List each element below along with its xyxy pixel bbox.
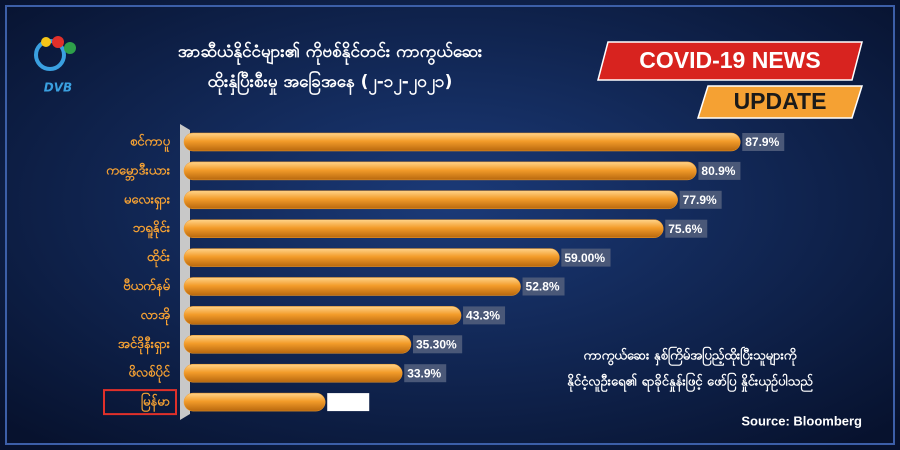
chart-title: အာဆီယံနိုင်ငံများ၏ ကိုဗစ်နိုင်တင်း ကာကွယ… <box>178 40 483 66</box>
logo: DVB <box>34 36 76 95</box>
value-label-box <box>412 335 463 354</box>
value-label: 75.6% <box>668 222 702 236</box>
y-tick-label: အင်ဒိုနီးရှား <box>118 335 171 355</box>
bar <box>183 277 521 296</box>
bar <box>183 363 403 383</box>
value-label: 59.00% <box>564 251 605 265</box>
bar <box>183 190 678 210</box>
y-tick-label: ဗီယက်နမ် <box>123 277 170 297</box>
value-label-box <box>679 190 722 209</box>
y-tick-label: မလေးရှား <box>124 192 171 210</box>
logo-text: DVB <box>44 81 72 95</box>
y-tick-label: စင်ကာပူ <box>130 133 171 153</box>
value-label-box <box>404 364 447 383</box>
y-tick-label: လာအို <box>141 306 171 326</box>
bar <box>183 392 326 412</box>
note-line: ကာကွယ်ဆေး နှစ်ကြိမ်အပြည့်ထိုးပြီးသူများက… <box>584 346 797 367</box>
bar <box>183 219 664 238</box>
value-label: 35.30% <box>416 337 457 351</box>
y-tick-label: ကမ္ဘောဒီးယား <box>106 161 171 181</box>
value-label-box <box>665 219 708 238</box>
value-label-box <box>463 306 506 325</box>
y-tick-label: ဘရူနိုင်း <box>133 219 171 239</box>
bar <box>183 335 412 354</box>
value-label: 43.3% <box>466 309 500 323</box>
value-label-box <box>698 161 741 180</box>
badge-subtitle: UPDATE <box>734 88 827 114</box>
y-tick-label: မြန်မာ <box>141 392 171 413</box>
source: Source: Bloomberg <box>741 413 862 428</box>
value-label: 87.9% <box>745 135 779 149</box>
bar <box>183 306 462 325</box>
badge-red <box>597 41 863 81</box>
value-label: 52.8% <box>526 280 560 294</box>
value-label: 33.9% <box>407 366 441 380</box>
badge-orange <box>696 85 864 119</box>
bar <box>183 132 741 152</box>
badge-title: COVID-19 NEWS <box>639 47 820 73</box>
value-label-box <box>561 248 611 267</box>
value-label: 80.9% <box>701 164 735 178</box>
value-label-box <box>742 133 785 151</box>
chart-subtitle: ထိုးနှံပြီးစီးမှု အခြေအနေ (၂-၁၂-၂၀၂၁) <box>208 69 453 96</box>
value-label-box <box>327 393 370 412</box>
highlight-box <box>103 389 177 416</box>
value-label-box <box>522 277 565 296</box>
bars: စင်ကာပူ 87.9% ကမ္ဘောဒီးယား 80.9% မလေးရှား 77.… <box>103 132 785 416</box>
value-label: 21.6% <box>330 395 364 409</box>
bar <box>183 248 560 267</box>
note-line: နိုင်ငံ့လူဦးရေ၏ ရာခိုင်နှုန်းဖြင့် ဖော်ပ… <box>567 372 813 393</box>
frame <box>5 5 895 445</box>
bar <box>183 161 697 181</box>
y-tick-label: ဖိလစ်ပိုင် <box>128 364 170 384</box>
y-tick-label: ထိုင်း <box>147 248 171 268</box>
value-label: 77.9% <box>683 193 717 207</box>
